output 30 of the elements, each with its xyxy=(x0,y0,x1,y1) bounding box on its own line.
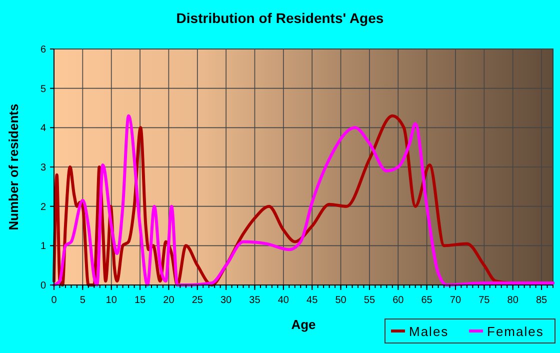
x-tick-label: 15 xyxy=(134,295,146,306)
y-tick-label: 3 xyxy=(40,162,46,174)
x-tick-label: 10 xyxy=(106,295,118,306)
y-tick-label: 4 xyxy=(40,123,46,134)
x-tick-label: 20 xyxy=(163,295,175,306)
x-tick-label: 80 xyxy=(507,295,519,306)
x-tick-label: 30 xyxy=(220,295,232,306)
x-tick-label: 55 xyxy=(364,295,376,306)
legend-label: Males xyxy=(409,324,449,339)
x-tick-label: 0 xyxy=(51,295,58,306)
y-tick-label: 2 xyxy=(40,202,46,213)
y-tick-label: 6 xyxy=(40,44,46,56)
x-tick-label: 5 xyxy=(80,295,86,306)
x-tick-label: 45 xyxy=(306,295,318,306)
x-tick-label: 85 xyxy=(536,295,548,306)
x-axis-title: Age xyxy=(291,317,316,332)
x-tick-label: 65 xyxy=(421,295,433,306)
x-tick-label: 35 xyxy=(249,295,261,306)
x-tick-label: 40 xyxy=(278,295,290,306)
chart-title: Distribution of Residents' Ages xyxy=(176,10,384,26)
y-axis-title: Number of residents xyxy=(6,104,21,230)
legend-label: Females xyxy=(487,324,544,339)
x-tick-label: 75 xyxy=(478,295,490,306)
y-tick-label: 5 xyxy=(40,84,46,95)
x-tick-label: 60 xyxy=(392,295,404,306)
x-tick-label: 25 xyxy=(192,295,204,306)
x-tick-label: 70 xyxy=(450,295,462,306)
y-tick-label: 1 xyxy=(40,241,46,252)
y-tick-label: 0 xyxy=(40,280,46,292)
x-tick-label: 50 xyxy=(335,295,347,306)
